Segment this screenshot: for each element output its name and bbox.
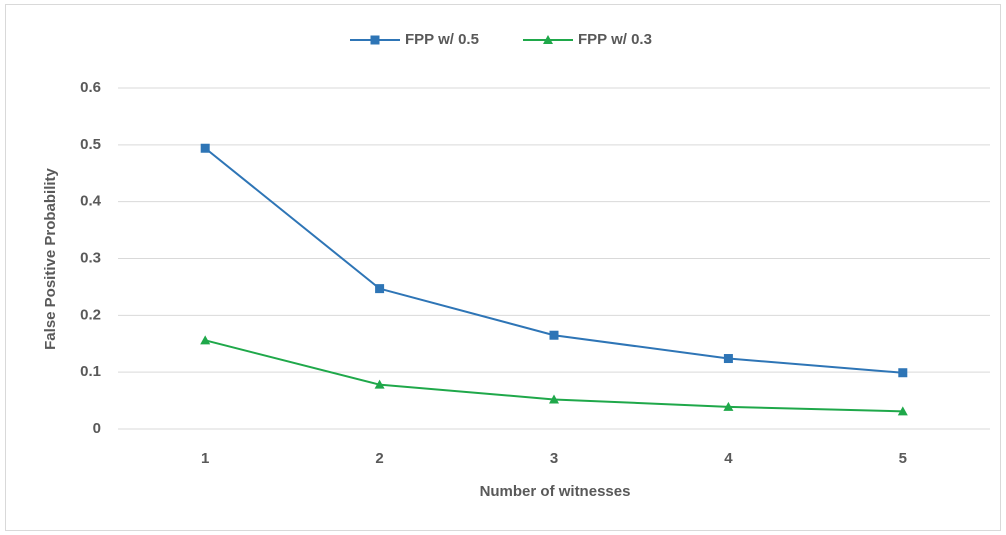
marker bbox=[375, 284, 385, 294]
marker bbox=[549, 330, 559, 340]
marker bbox=[897, 406, 908, 416]
y-tick-label: 0.1 bbox=[80, 363, 101, 380]
marker bbox=[200, 335, 211, 345]
legend-label: FPP w/ 0.5 bbox=[405, 31, 479, 48]
y-tick-label: 0.4 bbox=[80, 193, 102, 210]
y-tick-label: 0 bbox=[93, 420, 101, 437]
y-tick-label: 0.6 bbox=[80, 79, 101, 96]
marker bbox=[898, 368, 908, 378]
marker bbox=[374, 379, 385, 389]
legend-label: FPP w/ 0.3 bbox=[578, 31, 652, 48]
x-tick-label: 3 bbox=[550, 450, 558, 467]
marker bbox=[200, 143, 210, 153]
x-tick-label: 5 bbox=[899, 450, 907, 467]
marker bbox=[723, 401, 734, 411]
marker bbox=[543, 35, 553, 44]
x-tick-label: 1 bbox=[201, 450, 209, 467]
x-axis-label: Number of witnesses bbox=[480, 483, 631, 500]
marker bbox=[549, 394, 559, 404]
y-axis-label: False Positive Probability bbox=[42, 167, 59, 349]
x-tick-label: 2 bbox=[375, 450, 383, 467]
marker bbox=[723, 354, 733, 364]
chart-frame bbox=[5, 4, 1001, 531]
x-tick-label: 4 bbox=[724, 450, 733, 467]
y-tick-label: 0.3 bbox=[80, 249, 101, 266]
y-tick-label: 0.5 bbox=[80, 136, 101, 153]
marker bbox=[370, 35, 380, 45]
y-tick-label: 0.2 bbox=[80, 306, 101, 323]
